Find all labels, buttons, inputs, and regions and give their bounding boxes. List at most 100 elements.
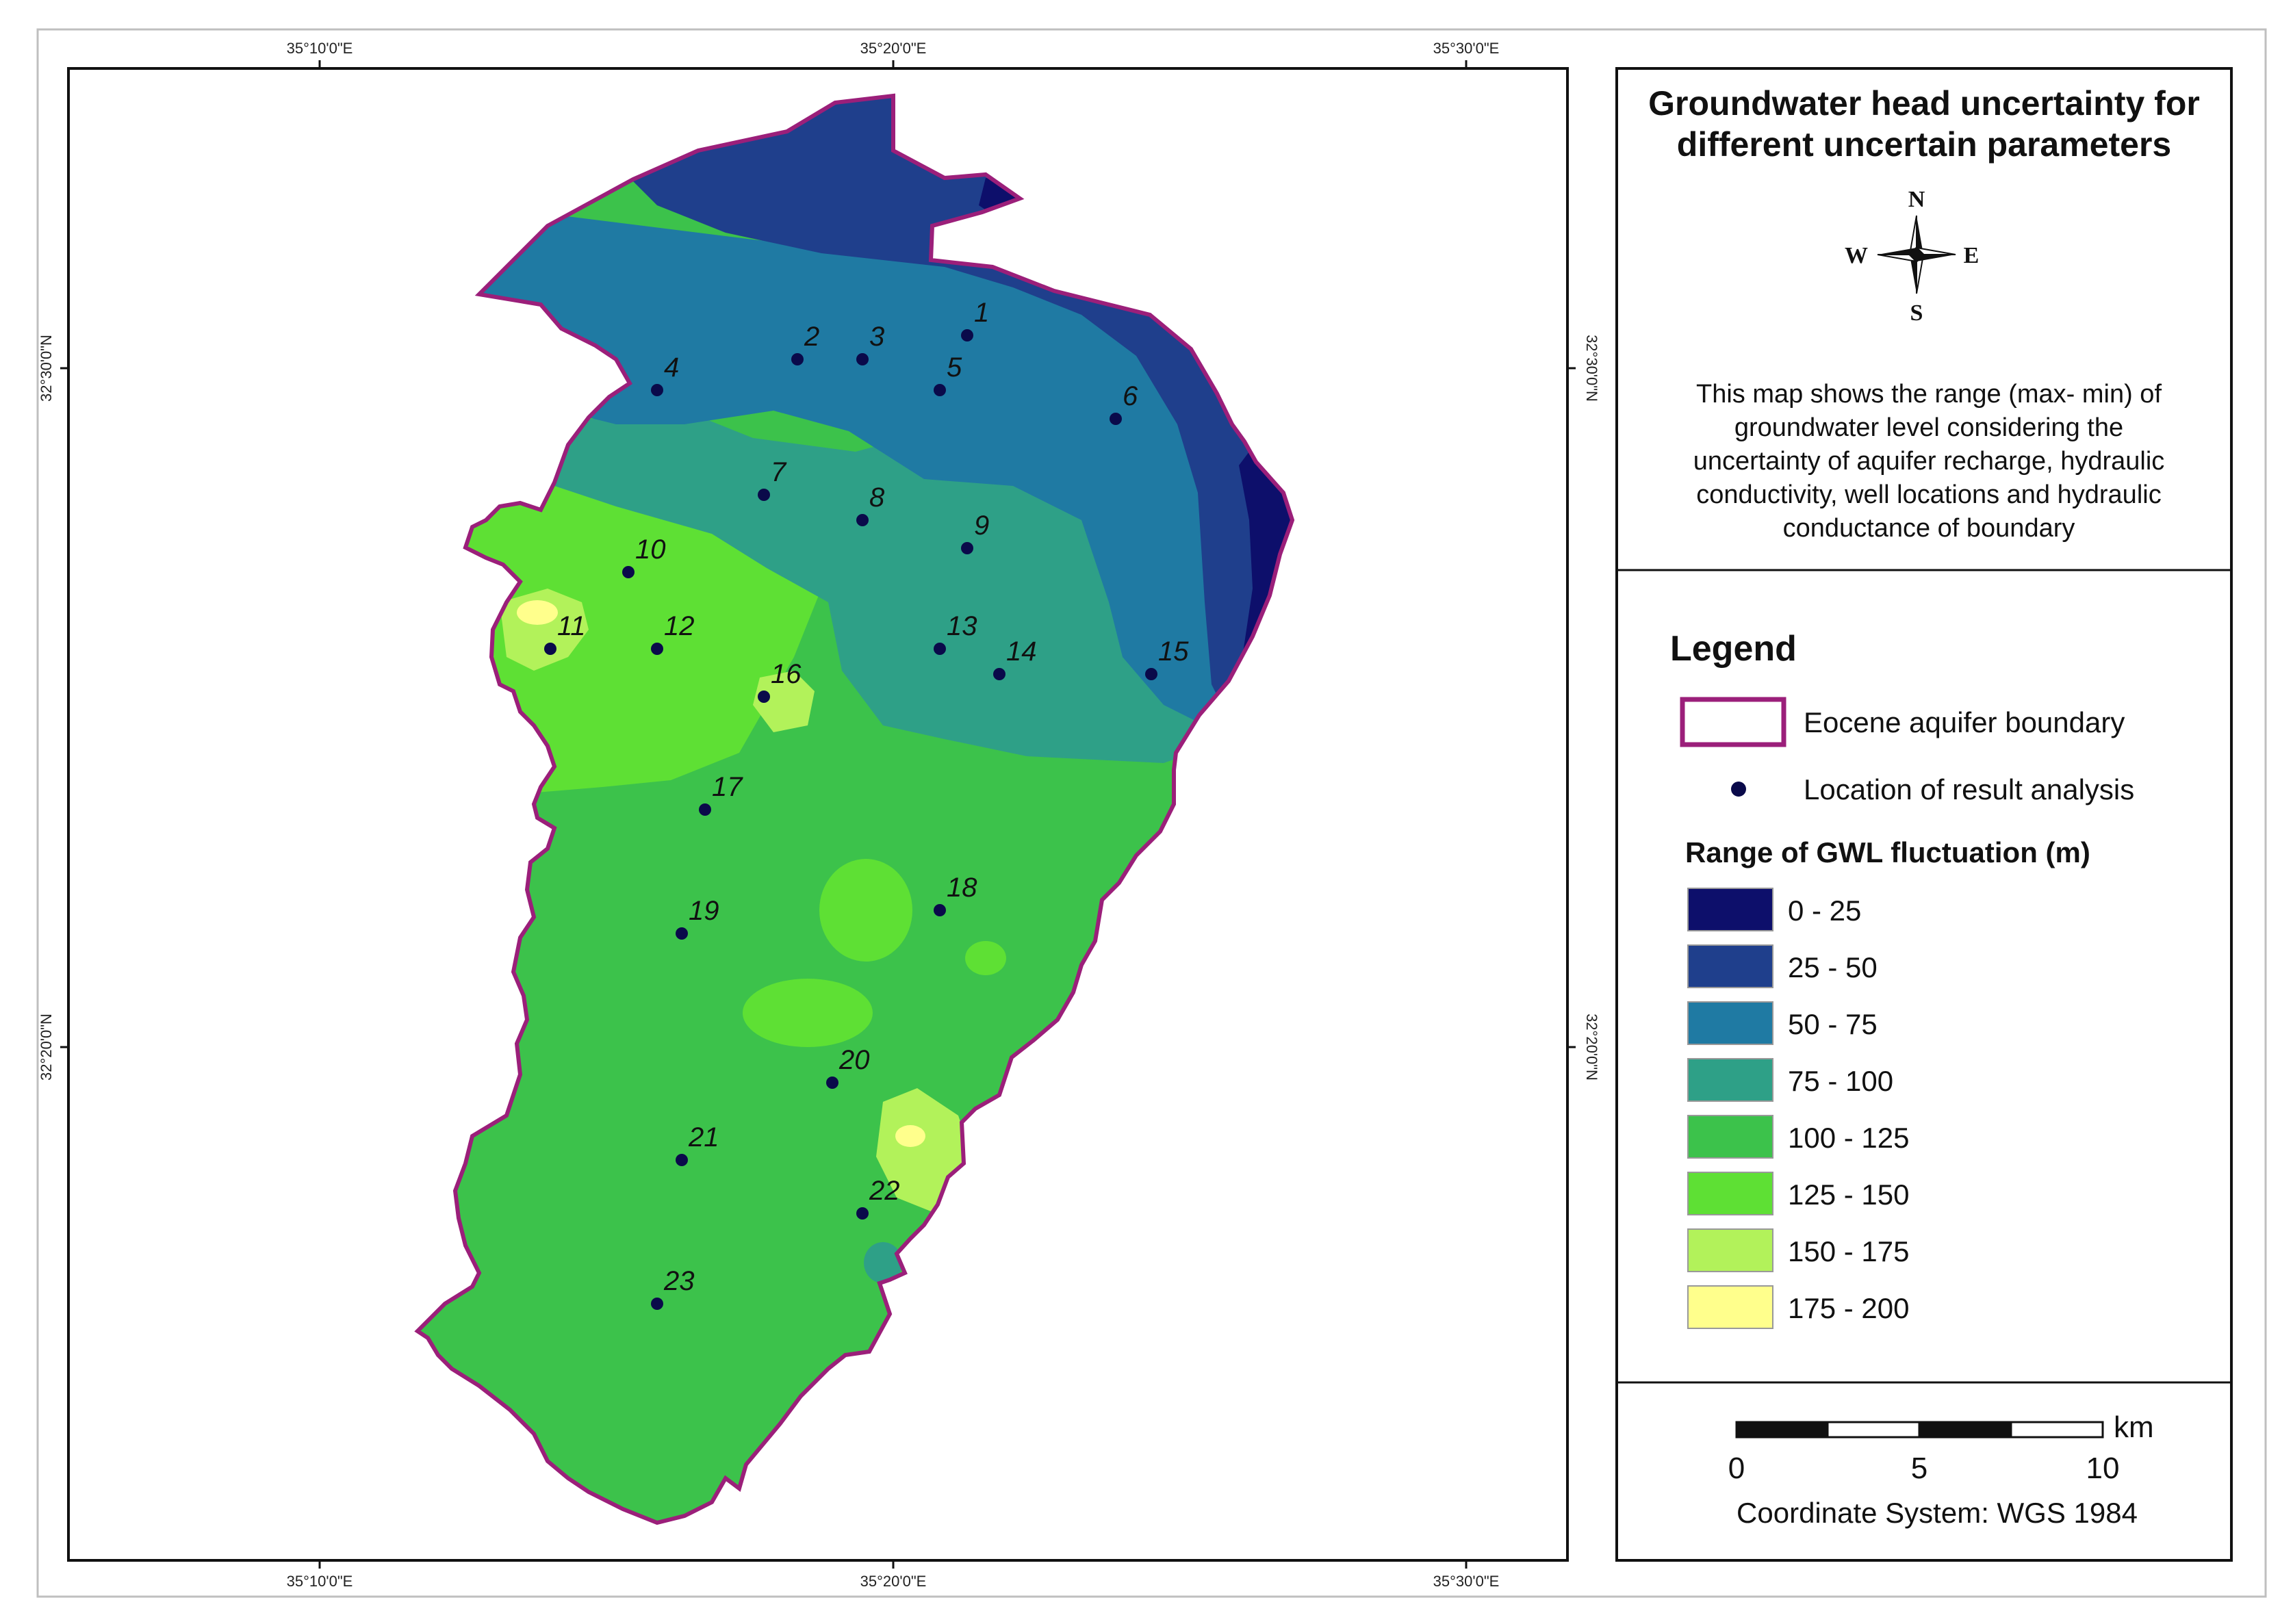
well-point-6: [1110, 413, 1122, 425]
description-line-1: This map shows the range (max- min) of: [1696, 380, 2162, 409]
legend-swatch-175-200: [1687, 1285, 1773, 1329]
east-label: E: [1964, 243, 1980, 268]
side-panel: Groundwater head uncertainty for differe…: [1615, 67, 2233, 1562]
well-label-19: 19: [689, 896, 719, 926]
well-label-18: 18: [947, 873, 977, 903]
well-point-7: [758, 489, 770, 501]
well-label-15: 15: [1158, 636, 1189, 667]
well-point-8: [856, 514, 869, 526]
well-label-3: 3: [869, 322, 884, 352]
legend-swatch-0-25: [1687, 888, 1773, 931]
description-line-5: conductance of boundary: [1783, 514, 2075, 543]
zone-175-200-west: [517, 600, 558, 625]
well-label-2: 2: [804, 322, 819, 352]
legend-classes: 0 - 25 25 - 50 50 - 75 75 - 100 100 - 12…: [1687, 888, 1909, 1329]
well-label-23: 23: [663, 1266, 695, 1296]
well-point-1: [961, 329, 973, 341]
coordinate-system: Coordinate System: WGS 1984: [1737, 1497, 2138, 1529]
map-panel: 35°10'0"E 35°20'0"E 35°30'0"E 35°10'0"E …: [38, 40, 1600, 1590]
well-label-14: 14: [1006, 636, 1037, 667]
scale-tick-0: 0: [1728, 1452, 1745, 1485]
lon-label-top-1: 35°10'0"E: [287, 40, 353, 57]
aquifer-boundary: [414, 93, 1295, 1525]
legend-label-75-100: 75 - 100: [1788, 1065, 1893, 1097]
legend-label-25-50: 25 - 50: [1788, 951, 1878, 983]
well-point-21: [676, 1154, 688, 1166]
well-point-11: [544, 643, 556, 655]
well-point-18: [934, 904, 946, 916]
lon-label-bottom-3: 35°30'0"E: [1433, 1573, 1500, 1590]
well-label-9: 9: [974, 511, 989, 541]
zone-25-50: [602, 96, 1292, 725]
description-line-3: uncertainty of aquifer recharge, hydraul…: [1693, 447, 2165, 476]
legend-heading: Legend: [1670, 629, 1797, 669]
well-label-11: 11: [557, 611, 586, 641]
well-point-15: [1145, 668, 1157, 680]
well-label-22: 22: [869, 1176, 900, 1206]
well-label-6: 6: [1123, 381, 1138, 411]
well-point-4: [651, 384, 663, 396]
lon-label-top-3: 35°30'0"E: [1433, 40, 1500, 57]
lat-label-right-1: 32°30'0"N: [1583, 335, 1600, 402]
legend-range-title: Range of GWL fluctuation (m): [1685, 836, 2090, 868]
legend-swatch-150-175: [1687, 1228, 1773, 1272]
legend-point-swatch: [1731, 782, 1746, 797]
legend-boundary-swatch: [1680, 697, 1786, 747]
map-title-line-2: different uncertain parameters: [1677, 125, 2171, 164]
zone-150-175-mid: [753, 671, 815, 732]
well-point-2: [791, 353, 804, 365]
lon-label-bottom-2: 35°20'0"E: [860, 1573, 927, 1590]
description-line-2: groundwater level considering the: [1734, 413, 2123, 442]
legend-swatch-100-125: [1687, 1115, 1773, 1159]
legend-swatch-75-100: [1687, 1058, 1773, 1102]
south-label: S: [1910, 300, 1923, 326]
legend-label-150-175: 150 - 175: [1788, 1235, 1909, 1267]
well-point-23: [651, 1298, 663, 1310]
well-point-10: [622, 566, 635, 578]
lon-label-bottom-1: 35°10'0"E: [287, 1573, 353, 1590]
lat-label-right-2: 32°20'0"N: [1583, 1014, 1600, 1081]
north-arrow-icon: [1877, 215, 1956, 294]
well-point-3: [856, 353, 869, 365]
legend-label-100-125: 100 - 125: [1788, 1122, 1909, 1154]
well-point-17: [699, 803, 711, 816]
legend-label-175-200: 175 - 200: [1788, 1292, 1909, 1324]
well-point-9: [961, 542, 973, 554]
well-label-20: 20: [838, 1045, 870, 1075]
well-point-20: [826, 1077, 838, 1089]
legend-label-125-150: 125 - 150: [1788, 1178, 1909, 1211]
zone-125-150-small: [965, 941, 1006, 975]
scale-bar: [1735, 1421, 2104, 1439]
scale-tick-10: 10: [2086, 1452, 2120, 1485]
well-label-12: 12: [664, 611, 695, 641]
well-label-10: 10: [635, 534, 666, 565]
well-point-13: [934, 643, 946, 655]
legend-swatch-50-75: [1687, 1001, 1773, 1045]
well-point-22: [856, 1207, 869, 1220]
well-label-8: 8: [869, 482, 885, 513]
lat-label-left-1: 32°30'0"N: [38, 335, 55, 402]
well-label-21: 21: [688, 1122, 719, 1152]
zone-50-75: [479, 205, 1292, 725]
description-line-4: conductivity, well locations and hydraul…: [1696, 480, 2161, 509]
zone-125-150-south: [743, 979, 873, 1047]
scale-tick-5: 5: [1911, 1452, 1927, 1485]
well-label-13: 13: [947, 611, 977, 641]
legend-boundary-label: Eocene aquifer boundary: [1804, 706, 2125, 738]
wells: 1 2 3 4 5 6 7 8 9 10 11 12 13 14 15 16 1…: [544, 298, 1189, 1310]
zone-75-100-south: [864, 1242, 902, 1283]
north-label: N: [1908, 187, 1925, 212]
lat-label-left-2: 32°20'0"N: [38, 1014, 55, 1081]
zone-125-150-center: [819, 859, 912, 962]
legend-point-label: Location of result analysis: [1804, 773, 2134, 805]
legend-label-0-25: 0 - 25: [1788, 894, 1861, 927]
legend-label-50-75: 50 - 75: [1788, 1008, 1878, 1040]
zone-125-150-west: [465, 479, 821, 794]
well-label-7: 7: [771, 457, 787, 487]
well-point-12: [651, 643, 663, 655]
map-title-line-1: Groundwater head uncertainty for: [1648, 84, 2200, 123]
legend-swatch-25-50: [1687, 944, 1773, 988]
well-label-16: 16: [771, 659, 802, 689]
lon-label-top-2: 35°20'0"E: [860, 40, 927, 57]
